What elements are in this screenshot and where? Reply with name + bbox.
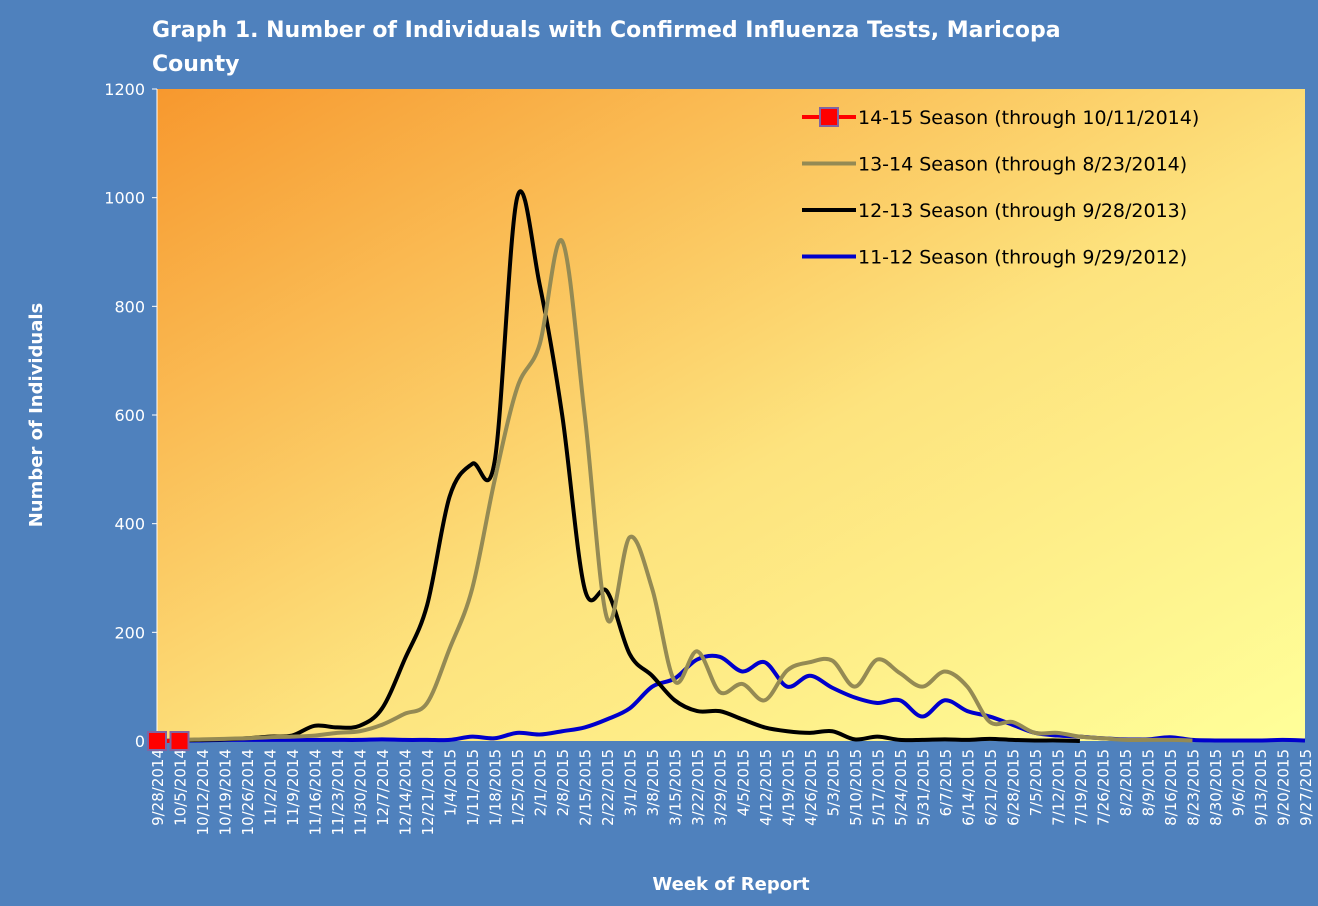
x-tick-label: 6/28/2015	[1004, 749, 1022, 826]
x-tick-label: 8/30/2015	[1207, 749, 1225, 826]
x-tick-label: 5/10/2015	[847, 749, 865, 826]
x-tick-label: 4/5/2015	[734, 749, 752, 816]
x-tick-label: 6/14/2015	[959, 749, 977, 826]
x-tick-label: 2/15/2015	[577, 749, 595, 826]
y-tick-label: 1000	[104, 189, 145, 208]
x-tick-label: 12/7/2014	[374, 749, 392, 826]
x-tick-label: 8/9/2015	[1139, 749, 1157, 816]
y-tick-label: 200	[114, 623, 145, 642]
series-line	[156, 189, 1080, 743]
x-tick-label: 5/31/2015	[914, 749, 932, 826]
x-tick-label: 1/11/2015	[464, 749, 482, 826]
x-tick-label: 8/23/2015	[1184, 749, 1202, 826]
x-tick-label: 5/24/2015	[892, 749, 910, 826]
x-tick-label: 9/28/2014	[149, 749, 167, 826]
x-tick-label: 7/26/2015	[1094, 749, 1112, 826]
legend-label: 11-12 Season (through 9/29/2012)	[858, 247, 1187, 269]
x-tick-label: 4/26/2015	[802, 749, 820, 826]
x-tick-label: 6/21/2015	[982, 749, 1000, 826]
x-tick-label: 2/22/2015	[599, 749, 617, 826]
x-tick-label: 3/8/2015	[644, 749, 662, 816]
y-axis-label: Number of Individuals	[26, 303, 47, 528]
x-tick-label: 9/27/2015	[1297, 749, 1315, 826]
x-tick-label: 3/15/2015	[667, 749, 685, 826]
x-tick-label: 4/12/2015	[757, 749, 775, 826]
x-tick-label: 10/5/2014	[172, 749, 190, 826]
legend-marker	[819, 107, 839, 127]
x-tick-label: 8/2/2015	[1117, 749, 1135, 816]
x-tick-label: 10/12/2014	[194, 749, 212, 835]
x-tick-label: 2/1/2015	[532, 749, 550, 816]
x-tick-label: 5/3/2015	[824, 749, 842, 816]
x-tick-label: 3/22/2015	[689, 749, 707, 826]
legend-label: 12-13 Season (through 9/28/2013)	[858, 200, 1187, 222]
x-tick-label: 4/19/2015	[779, 749, 797, 826]
y-tick-label: 600	[114, 406, 145, 425]
x-tick-label: 10/26/2014	[239, 749, 257, 835]
x-tick-label: 1/18/2015	[487, 749, 505, 826]
x-tick-label: 1/4/2015	[442, 749, 460, 816]
x-tick-label: 11/23/2014	[329, 749, 347, 835]
x-tick-label: 3/29/2015	[712, 749, 730, 826]
x-tick-label: 9/6/2015	[1229, 749, 1247, 816]
x-tick-label: 7/19/2015	[1072, 749, 1090, 826]
marker	[147, 731, 167, 751]
x-tick-label: 3/1/2015	[622, 749, 640, 816]
legend-label: 14-15 Season (through 10/11/2014)	[858, 107, 1199, 129]
x-tick-label: 12/21/2014	[419, 749, 437, 835]
chart-title: Graph 1. Number of Individuals with Conf…	[152, 18, 1061, 77]
marker	[169, 731, 190, 751]
x-tick-label: 7/5/2015	[1027, 749, 1045, 816]
x-tick-label: 2/8/2015	[554, 749, 572, 816]
x-tick-label: 6/7/2015	[937, 749, 955, 816]
x-tick-label: 5/17/2015	[869, 749, 887, 826]
x-tick-label: 11/30/2014	[352, 749, 370, 835]
x-tick-label: 11/9/2014	[284, 749, 302, 826]
x-tick-label: 9/13/2015	[1252, 749, 1270, 826]
x-tick-label: 7/12/2015	[1049, 749, 1067, 826]
plot-area	[157, 89, 1305, 741]
y-tick-label: 0	[135, 732, 145, 751]
x-axis-label: Week of Report	[652, 874, 810, 895]
x-tick-label: 10/19/2014	[217, 749, 235, 835]
x-tick-label: 12/14/2014	[397, 749, 415, 835]
legend-label: 13-14 Season (through 8/23/2014)	[858, 154, 1187, 176]
series-line	[156, 238, 1193, 743]
y-tick-label: 1200	[104, 80, 145, 99]
x-tick-label: 11/2/2014	[262, 749, 280, 826]
x-tick-label: 11/16/2014	[307, 749, 325, 835]
y-tick-label: 400	[114, 515, 145, 534]
y-tick-label: 800	[114, 297, 145, 316]
x-tick-label: 1/25/2015	[509, 749, 527, 826]
x-tick-label: 8/16/2015	[1162, 749, 1180, 826]
x-tick-label: 9/20/2015	[1274, 749, 1292, 826]
